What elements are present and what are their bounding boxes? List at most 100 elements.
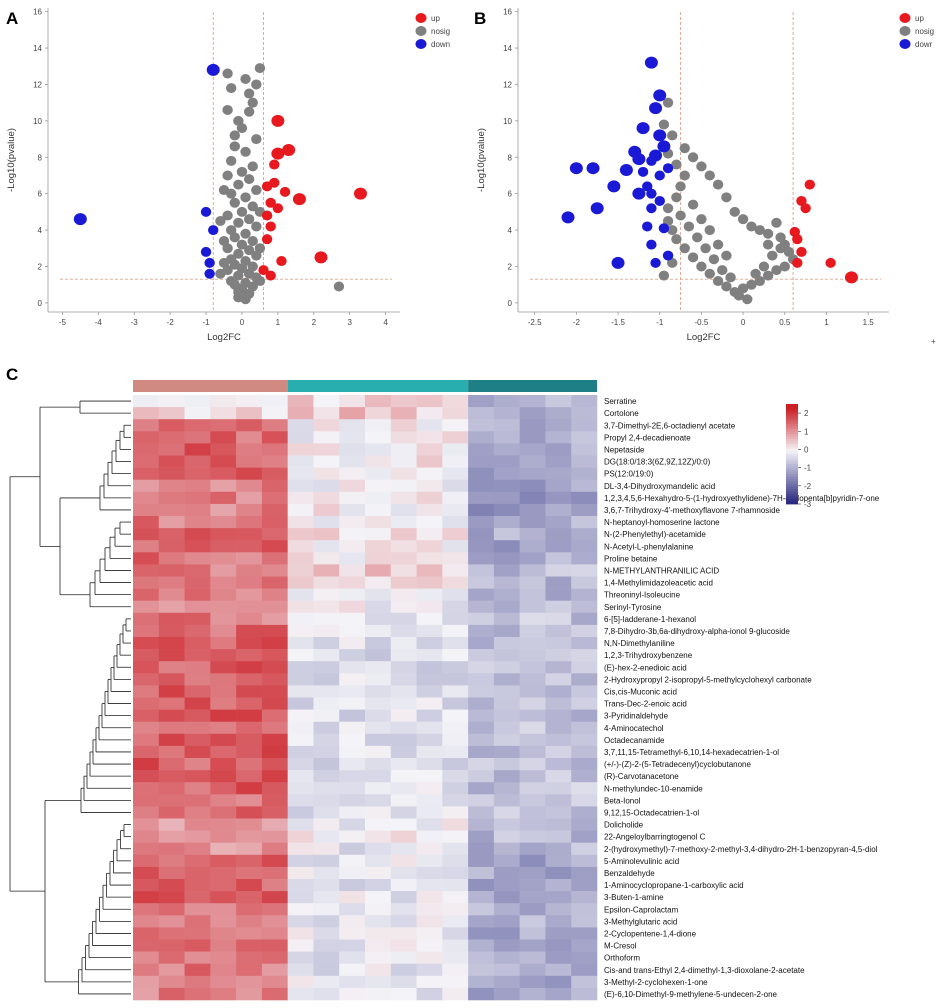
heatmap-cell xyxy=(158,794,185,807)
heatmap-cell xyxy=(390,431,417,444)
heatmap-cell xyxy=(339,661,366,674)
heatmap-cell xyxy=(416,479,443,493)
heatmap-cell xyxy=(519,516,546,529)
color-scale-segment xyxy=(786,469,798,472)
heatmap-cell xyxy=(210,516,237,529)
legend-label-nosig: nosig xyxy=(915,27,934,36)
x-tick-label: 0.5 xyxy=(779,318,791,327)
heatmap-cell xyxy=(210,443,237,456)
heatmap-cell xyxy=(416,612,443,626)
heatmap-cell xyxy=(493,685,520,698)
heatmap-cell xyxy=(442,612,469,626)
nosig-point xyxy=(687,199,699,210)
heatmap-cell xyxy=(158,455,185,468)
heatmap-cell xyxy=(339,770,366,783)
heatmap-cell xyxy=(519,637,546,650)
heatmap-cell xyxy=(468,443,495,456)
heatmap-cell xyxy=(236,503,263,517)
nosig-point xyxy=(775,232,786,243)
heatmap-cell xyxy=(133,842,160,856)
heatmap-cell xyxy=(390,516,417,529)
heatmap-cell xyxy=(261,866,288,880)
nosig-point xyxy=(229,197,240,208)
heatmap-cell xyxy=(133,395,160,408)
heatmap-cell xyxy=(468,830,495,843)
heatmap-cell xyxy=(571,407,598,420)
heatmap-cell xyxy=(287,745,314,759)
up-point xyxy=(265,197,276,208)
heatmap-cell xyxy=(545,528,572,541)
heatmap-cell xyxy=(442,576,469,589)
heatmap-cell xyxy=(416,745,443,759)
up-point xyxy=(314,251,328,264)
heatmap-cell xyxy=(571,431,598,444)
heatmap-cell xyxy=(416,818,443,831)
heatmap-cell xyxy=(468,407,495,420)
heatmap-cell xyxy=(313,685,340,698)
nosig-point xyxy=(762,239,774,250)
heatmap-cell xyxy=(261,733,288,747)
heatmap-cell xyxy=(236,419,263,432)
heatmap-cell xyxy=(210,915,237,928)
heatmap-cell xyxy=(442,685,469,698)
nosig-point xyxy=(671,192,682,203)
heatmap-cell xyxy=(571,576,598,589)
heatmap-cell xyxy=(287,866,314,880)
heatmap-cell xyxy=(339,915,366,928)
nosig-point xyxy=(671,234,682,245)
heatmap-cell xyxy=(287,431,314,444)
nosig-point xyxy=(675,210,686,221)
volcano-b-plot-area: 0 2 4 6 8 10 12 14 16 -2.5 -2 -1.5 -1 -0.5 0 0.5 1 1.5 Log… xyxy=(476,8,934,343)
color-scale-segment xyxy=(786,409,798,412)
heatmap-cell xyxy=(158,697,185,710)
x-tick-label: 1.5 xyxy=(863,318,875,327)
heatmap-cell xyxy=(158,891,185,904)
color-scale-label: -1 xyxy=(804,464,812,473)
row-label: Benzaldehyde xyxy=(604,869,655,878)
heatmap-cell xyxy=(158,866,185,880)
heatmap-cell xyxy=(133,624,160,638)
heatmap-cell xyxy=(571,419,598,432)
color-scale-label: 2 xyxy=(804,409,809,418)
heatmap-cell xyxy=(442,661,469,674)
y-tick-label: 12 xyxy=(503,80,512,89)
heatmap-cell xyxy=(416,854,443,868)
heatmap-cell xyxy=(133,903,160,916)
row-label: 3-Methyl-2-cyclohexen-1-one xyxy=(604,978,708,987)
heatmap-cell xyxy=(571,975,598,989)
heatmap-cell xyxy=(468,927,495,940)
heatmap-cell xyxy=(236,491,263,505)
heatmap-cell xyxy=(390,806,417,819)
heatmap-cell xyxy=(519,491,546,505)
heatmap-cell xyxy=(261,637,288,650)
heatmap-cell xyxy=(442,528,469,541)
heatmap-cell xyxy=(519,842,546,856)
heatmap-cell xyxy=(313,721,340,735)
heatmap-cell xyxy=(339,939,366,952)
heatmap-cell xyxy=(519,661,546,674)
heatmap-cell xyxy=(416,467,443,480)
heatmap-cell xyxy=(365,721,392,735)
heatmap-cell xyxy=(571,516,598,529)
row-label: (R)-Carvotanacetone xyxy=(604,772,679,781)
heatmap-cell xyxy=(545,552,572,565)
heatmap-cell xyxy=(339,842,366,856)
heatmap-cell xyxy=(158,564,185,577)
heatmap-cell xyxy=(390,576,417,589)
heatmap-cell xyxy=(313,879,340,892)
x-tick-label: 4 xyxy=(383,318,388,327)
heatmap-cell xyxy=(287,733,314,747)
heatmap-cell xyxy=(571,963,598,977)
heatmap-cell xyxy=(390,733,417,747)
heatmap-cell xyxy=(313,576,340,589)
heatmap-cell xyxy=(442,782,469,795)
heatmap-cell xyxy=(442,540,469,553)
heatmap-cell xyxy=(339,419,366,432)
heatmap-cell xyxy=(287,891,314,904)
heatmap-cell xyxy=(158,975,185,989)
heatmap-cell xyxy=(390,479,417,493)
heatmap-cell xyxy=(519,395,546,408)
heatmap-cell xyxy=(184,528,211,541)
y-tick-label: 8 xyxy=(508,153,513,162)
heatmap-cell xyxy=(545,745,572,759)
